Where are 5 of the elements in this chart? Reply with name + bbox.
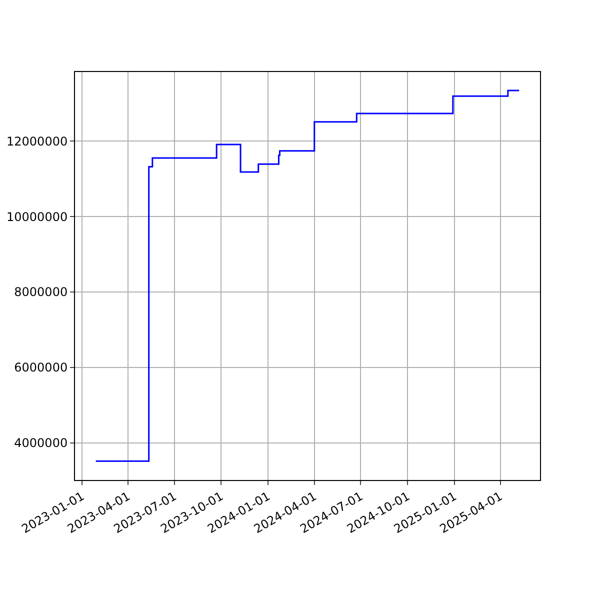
y-tick-label: 10000000	[6, 210, 68, 224]
y-tick-label: 6000000	[14, 360, 68, 375]
y-tick-label: 8000000	[14, 285, 68, 300]
y-tick-label: 12000000	[6, 134, 68, 148]
y-tick-label: 4000000	[14, 436, 68, 450]
